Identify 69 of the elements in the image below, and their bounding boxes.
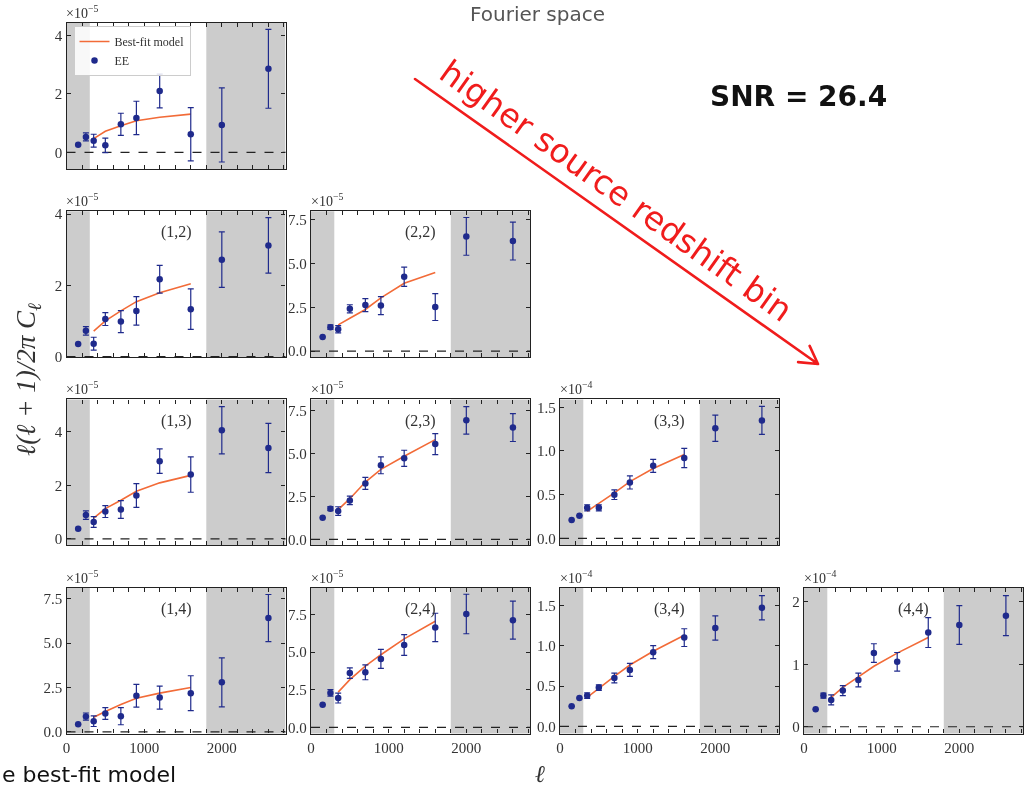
text: ×10$^{−4}$ [560, 568, 593, 586]
x-tick-label: 1000 [129, 739, 160, 756]
y-tick-label: 0.0 [537, 530, 556, 547]
y-tick-label: 7.5 [288, 606, 307, 623]
annotation: (3,4) [654, 600, 685, 618]
y-tick-label: 1 [792, 656, 800, 673]
x-tick-label: 2000 [944, 739, 975, 756]
y-tick-label: 7.5 [288, 402, 307, 419]
text: ×10$^{−4}$ [804, 568, 837, 586]
y-tick-label: 5.0 [288, 644, 307, 661]
y-tick-label: 2 [54, 277, 63, 294]
x-tick-label: 2000 [206, 739, 237, 756]
y-tick-label: 1.5 [537, 399, 556, 416]
y-tick-label: 4 [54, 423, 63, 440]
y-tick-label: 4 [54, 206, 63, 223]
y-tick-label: 0 [54, 144, 63, 161]
text: ℓ [535, 761, 545, 787]
annotation: (4,4) [898, 600, 929, 618]
y-tick-label: 0 [54, 348, 63, 365]
x-tick-label: 2000 [451, 739, 482, 756]
annotation: (3,3) [654, 412, 685, 430]
annotation: (1,4) [161, 600, 192, 618]
y-tick-label: 0.0 [288, 719, 307, 736]
y-tick-label: 2 [54, 86, 63, 103]
y-tick-label: 1.0 [537, 443, 556, 460]
text: SNR = 26.4 [710, 80, 888, 113]
y-tick-label: 2.5 [288, 681, 307, 698]
annotation: (2,3) [405, 412, 436, 430]
text: ×10$^{−5}$ [66, 191, 99, 209]
y-tick-label: 7.5 [288, 212, 307, 229]
annotation: (1,3) [161, 412, 192, 430]
legend-label: Best-fit model [114, 35, 185, 50]
text: ×10$^{−5}$ [311, 568, 344, 586]
y-tick-label: 0.5 [537, 678, 556, 695]
y-tick-label: 7.5 [43, 591, 63, 608]
y-tick-label: 0.0 [288, 343, 307, 360]
annotation: (2,4) [405, 600, 436, 618]
y-tick-label: 2.5 [288, 299, 307, 316]
text: ×10$^{−5}$ [311, 191, 344, 209]
x-tick-label: 1000 [866, 739, 897, 756]
text: ×10$^{−5}$ [66, 379, 99, 397]
y-tick-label: 2.5 [288, 488, 307, 505]
y-tick-label: 5.0 [288, 445, 307, 462]
y-tick-label: 5.0 [288, 255, 307, 272]
text: e best-fit model [2, 762, 177, 787]
y-tick-label: 1.0 [537, 637, 556, 654]
y-tick-label: 2.5 [43, 679, 63, 696]
y-tick-label: 5.0 [43, 635, 63, 652]
y-tick-label: 4 [54, 27, 63, 44]
y-tick-label: 0.5 [537, 486, 556, 503]
y-tick-label: 0.0 [288, 531, 307, 548]
annotation: (1,2) [161, 223, 192, 241]
x-tick-label: 2000 [700, 739, 731, 756]
x-tick-label: 1000 [373, 739, 404, 756]
y-tick-label: 1.5 [537, 597, 556, 614]
text: ×10$^{−5}$ [66, 568, 99, 586]
y-tick-label: 0.0 [43, 724, 63, 741]
text: Fourier space [470, 2, 606, 26]
legend-label: EE [114, 54, 130, 69]
text: ×10$^{−5}$ [311, 379, 344, 397]
y-tick-label: 2 [792, 594, 800, 611]
x-tick-label: 1000 [622, 739, 653, 756]
text: ×10$^{−4}$ [560, 379, 593, 397]
y-tick-label: 0 [792, 718, 800, 735]
y-tick-label: 0.0 [537, 718, 556, 735]
y-tick-label: 0 [54, 531, 63, 548]
annotation: (2,2) [405, 223, 436, 241]
text: ×10$^{−5}$ [66, 3, 99, 21]
y-tick-label: 2 [54, 477, 63, 494]
